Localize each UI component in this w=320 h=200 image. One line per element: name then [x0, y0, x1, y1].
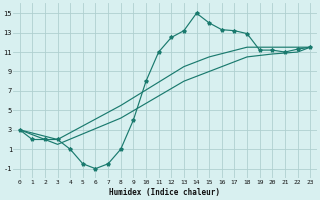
X-axis label: Humidex (Indice chaleur): Humidex (Indice chaleur) — [109, 188, 220, 197]
